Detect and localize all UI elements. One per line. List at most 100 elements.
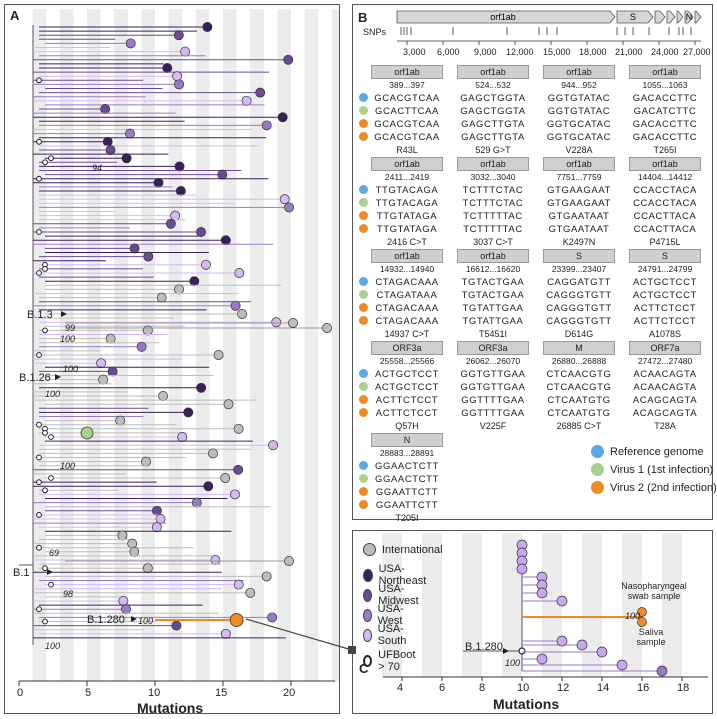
- sequence-row: ACTGCTCCT: [633, 290, 697, 301]
- gene-header: N: [371, 433, 443, 447]
- ufboot-node: [42, 487, 48, 494]
- tip-node: [255, 87, 266, 98]
- position-range: 25558...25566: [379, 356, 435, 366]
- position-range: 26880...26888: [551, 356, 607, 366]
- mutation-label: Q57H: [395, 421, 419, 431]
- tip-node: [96, 358, 107, 369]
- mutation-label: 26885 C>T: [556, 421, 602, 431]
- legend-dot: [363, 543, 376, 556]
- sequence-row: TGTACTGAA: [461, 290, 525, 301]
- grid-stripe: [462, 533, 482, 677]
- sample-dot: [359, 303, 368, 312]
- ufboot-node: [36, 138, 42, 145]
- ufboot-node: [36, 270, 42, 276]
- tip-node: [576, 639, 588, 651]
- gene-header: orf1ab: [457, 65, 529, 79]
- sequence-row: ACAACAGTA: [633, 369, 697, 380]
- sequence-row: CCACCTACA: [633, 185, 697, 196]
- tip-node: [279, 194, 290, 205]
- snps-label: SNPs: [363, 27, 387, 37]
- legend-dot: [363, 655, 373, 667]
- bootstrap-label: 100: [625, 611, 641, 621]
- sample-dot: [359, 316, 368, 325]
- sequence-row: ACTTCTCCT: [375, 408, 439, 419]
- x-axis-label: Mutations: [137, 700, 204, 716]
- clade-label-b1280-c: B.1.280: [465, 641, 503, 653]
- tip-node: [189, 276, 200, 287]
- tip-node: [153, 177, 164, 188]
- tip-node: [142, 325, 153, 336]
- gene-label: N: [686, 12, 693, 22]
- genome-tick: 15,000: [543, 47, 571, 57]
- gene-header: orf1ab: [371, 65, 443, 79]
- mutation-label: T265I: [653, 145, 677, 155]
- sequence-row: ACTGCTCCT: [375, 369, 439, 380]
- tip-node: [203, 481, 214, 492]
- gene-header: orf1ab: [457, 249, 529, 263]
- grid-stripe: [331, 9, 339, 681]
- mutation-label: T205I: [395, 513, 419, 523]
- alignment-block: orf1ab 3032...3040 TCTTTCTAC TCTTTCTAC TCTTT…: [457, 157, 529, 249]
- virus2-saliva-tip: [637, 617, 647, 627]
- legend-dot: [363, 628, 372, 642]
- tip-node: [151, 505, 162, 516]
- sequence-row: GGTTTTGAA: [461, 395, 525, 406]
- bootstrap-label: 94: [92, 163, 103, 173]
- tip-node: [173, 30, 184, 41]
- tip-node: [155, 514, 166, 524]
- tip-node: [556, 595, 568, 607]
- sample-dot: [359, 500, 368, 509]
- x-tick: 4: [397, 682, 404, 694]
- x-tick: 5: [85, 687, 92, 699]
- virus2-tip: [229, 613, 244, 627]
- ufboot-node: [36, 229, 42, 235]
- ufboot-node: [36, 175, 42, 182]
- gene-header: orf1ab: [371, 157, 443, 171]
- bootstrap-label: 100: [60, 334, 76, 344]
- x-axis-label-c: Mutations: [493, 696, 560, 712]
- tip-node: [322, 323, 332, 333]
- sample-dot: [359, 382, 368, 391]
- legend-dot: [591, 463, 604, 476]
- grid-stripe: [250, 9, 264, 681]
- sample-dot: [359, 408, 368, 417]
- legend-usa-midwest: USA-Midwest: [363, 583, 422, 607]
- legend-dot: [363, 608, 372, 622]
- legend-label: USA-Northeast: [378, 563, 427, 587]
- position-range: 14932...14940: [379, 264, 435, 274]
- tip-node: [283, 54, 294, 65]
- genome-tick: 9,000: [474, 47, 497, 57]
- sequence-row: GGTGTATAC: [547, 106, 611, 117]
- legend-label: Reference genome: [610, 445, 704, 458]
- sequence-row: GGTGTTGAA: [460, 382, 526, 393]
- genome-tick: 3,000: [403, 47, 426, 57]
- sequence-row: TTGTATAGA: [376, 211, 438, 222]
- sequence-row: GTGAATAAT: [548, 211, 610, 222]
- position-range: 27472...27480: [637, 356, 693, 366]
- mutation-label: R43L: [396, 145, 418, 155]
- gene-label: S: [630, 12, 636, 22]
- position-range: 23399...23407: [551, 264, 607, 274]
- sequence-row: GAGCTGGTA: [460, 106, 526, 117]
- mutation-label: T28A: [654, 421, 676, 431]
- tip-node: [656, 665, 668, 677]
- legend-label: USA-West: [377, 603, 404, 627]
- mutation-label: V228A: [565, 145, 593, 155]
- tip-node: [98, 374, 109, 385]
- x-tick: 16: [637, 682, 650, 694]
- sequence-row: GCACGTCAA: [374, 119, 440, 130]
- tip-node: [277, 112, 288, 123]
- x-tick: 10: [517, 682, 530, 694]
- tip-node: [171, 620, 182, 631]
- tip-node: [105, 145, 116, 155]
- sample-dot: [359, 106, 368, 115]
- position-range: 26062...26070: [465, 356, 521, 366]
- tip-node: [217, 169, 228, 180]
- tip-node: [230, 300, 241, 311]
- alignment-block: orf1ab 2411...2419 TTGTACAGA TTGTACAGA TTGTA…: [371, 157, 443, 249]
- sequence-row: GCACGTCAA: [374, 93, 440, 104]
- grid-stripe: [195, 9, 210, 681]
- x-tick: 15: [215, 687, 228, 699]
- ufboot-node: [42, 565, 48, 572]
- sequence-row: CTAGACAAA: [375, 316, 439, 327]
